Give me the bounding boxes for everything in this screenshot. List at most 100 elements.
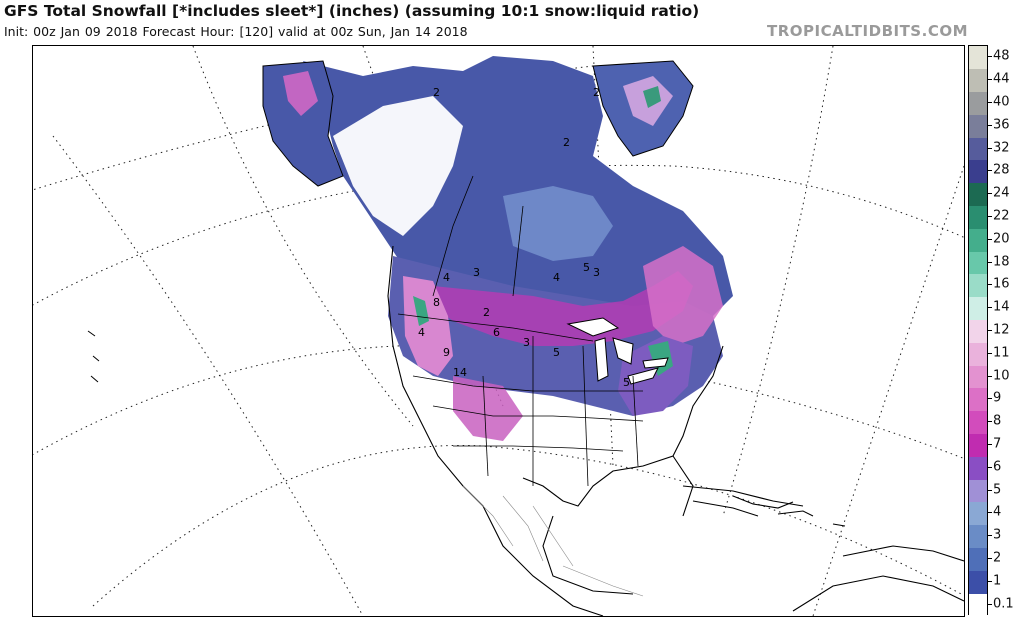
colorbar-tick bbox=[988, 330, 992, 331]
colorbar-tick bbox=[988, 535, 992, 537]
hudson-bay-light-snow bbox=[503, 186, 613, 261]
colorbar-segment bbox=[969, 365, 987, 389]
colorbar-tick bbox=[988, 216, 992, 217]
rockies-very-heavy-snow bbox=[413, 296, 429, 326]
alaska-moderate-snow bbox=[283, 71, 318, 116]
colorbar-segment bbox=[969, 160, 987, 184]
colorbar-label: 10 bbox=[993, 368, 1010, 384]
colorbar-segment bbox=[969, 274, 987, 298]
colorbar-segment bbox=[969, 479, 987, 503]
colorbar-tick bbox=[988, 558, 992, 559]
colorbar-tick bbox=[988, 79, 992, 81]
colorbar-label: 2 bbox=[993, 550, 1002, 566]
political-borders bbox=[397, 175, 644, 487]
colorbar-tick bbox=[988, 398, 992, 400]
colorbar-tick bbox=[988, 147, 992, 149]
colorbar-segment bbox=[969, 593, 987, 617]
colorbar-tick bbox=[988, 466, 992, 468]
colorbar-label: 22 bbox=[993, 208, 1010, 224]
colorbar-label: 12 bbox=[993, 322, 1010, 338]
colorbar-tick bbox=[988, 352, 992, 354]
colorbar-label: 4 bbox=[993, 504, 1002, 520]
colorbar-tick bbox=[988, 444, 992, 445]
northeast-snow bbox=[618, 336, 693, 416]
yukon-no-snow bbox=[333, 96, 463, 236]
colorbar-segment bbox=[969, 319, 987, 343]
colorbar-label: 6 bbox=[993, 459, 1002, 475]
contour-label: 4 bbox=[553, 271, 560, 284]
colorbar-tick bbox=[988, 603, 992, 605]
caribbean-islands bbox=[692, 500, 846, 527]
contour-label: 4 bbox=[418, 326, 425, 339]
colorbar-segment bbox=[969, 547, 987, 571]
colorbar-label: 44 bbox=[993, 71, 1010, 87]
colorado-heavy-snow bbox=[453, 376, 523, 441]
pacific-islands bbox=[87, 330, 100, 383]
colorbar-segment bbox=[969, 388, 987, 412]
contour-label: 3 bbox=[473, 266, 480, 279]
contour-label: 5 bbox=[583, 261, 590, 274]
colorbar-label: 28 bbox=[993, 162, 1010, 178]
colorbar-label: 18 bbox=[993, 254, 1010, 270]
colorbar-tick bbox=[988, 170, 992, 172]
contour-label: 5 bbox=[553, 346, 560, 359]
colorbar-tick bbox=[988, 124, 992, 126]
snowfall-map: 2 2 2 4 3 4 5 3 8 4 6 2 3 5 9 14 5 bbox=[32, 45, 965, 617]
contour-label: 5 bbox=[623, 376, 630, 389]
colorbar-label: 14 bbox=[993, 299, 1010, 315]
colorbar-tick bbox=[988, 261, 992, 263]
colorbar-label: 16 bbox=[993, 276, 1010, 292]
colorbar-label: 24 bbox=[993, 185, 1010, 201]
contour-label: 3 bbox=[593, 266, 600, 279]
colorbar-segment bbox=[969, 251, 987, 275]
alaska-landmass bbox=[262, 60, 344, 187]
colorbar-label: 7 bbox=[993, 436, 1002, 452]
colorbar-segment bbox=[969, 456, 987, 480]
colorbar-label: 11 bbox=[993, 345, 1010, 361]
map-title: GFS Total Snowfall [*includes sleet*] (i… bbox=[4, 2, 700, 20]
colorbar-tick bbox=[988, 238, 992, 240]
colorbar-tick bbox=[988, 375, 992, 377]
colorbar-tick bbox=[988, 307, 992, 309]
contour-label: 6 bbox=[493, 326, 500, 339]
site-credit: TROPICALTIDBITS.COM bbox=[767, 22, 968, 40]
coastlines bbox=[387, 245, 964, 616]
colorbar-segment bbox=[969, 524, 987, 549]
colorbar-segment bbox=[969, 342, 987, 366]
colorbar-segment bbox=[969, 228, 987, 252]
colorbar-segment bbox=[969, 570, 987, 594]
colorbar-tick bbox=[988, 102, 992, 103]
colorbar-segment bbox=[969, 205, 987, 229]
colorbar-tick bbox=[988, 580, 992, 582]
prairie-heavy-snow-band bbox=[433, 271, 693, 346]
great-lakes bbox=[566, 317, 669, 385]
colorbar-segment bbox=[969, 91, 987, 115]
colorbar-label: 5 bbox=[993, 482, 1002, 498]
colorbar-segment bbox=[969, 68, 987, 93]
colorbar-segment bbox=[969, 46, 987, 70]
contour-labels: 2 2 2 4 3 4 5 3 8 4 6 2 3 5 9 14 5 bbox=[418, 86, 630, 389]
colorbar-tick bbox=[988, 193, 992, 195]
colorbar-label: 40 bbox=[993, 94, 1010, 110]
colorbar-label: 32 bbox=[993, 140, 1010, 156]
mexico-borders bbox=[462, 485, 644, 597]
colorbar-segment bbox=[969, 410, 987, 435]
colorbar-label: 8 bbox=[993, 413, 1002, 429]
colorbar-label: 36 bbox=[993, 117, 1010, 133]
colorbar-label: 9 bbox=[993, 390, 1002, 406]
contour-label: 8 bbox=[433, 296, 440, 309]
contour-label: 4 bbox=[443, 271, 450, 284]
colorbar-segment bbox=[969, 502, 987, 526]
colorbar-segment bbox=[969, 114, 987, 138]
contour-label: 2 bbox=[433, 86, 440, 99]
contour-label: 3 bbox=[523, 336, 530, 349]
colorbar-tick bbox=[988, 512, 992, 514]
colorbar-segment bbox=[969, 182, 987, 207]
colorbar-tick bbox=[988, 284, 992, 286]
map-svg: 2 2 2 4 3 4 5 3 8 4 6 2 3 5 9 14 5 bbox=[33, 46, 964, 616]
colorbar-tick bbox=[988, 489, 992, 491]
colorbar-segment bbox=[969, 433, 987, 457]
contour-label: 14 bbox=[453, 366, 467, 379]
snowfall-colorbar bbox=[968, 45, 988, 617]
map-subtitle: Init: 00z Jan 09 2018 Forecast Hour: [12… bbox=[4, 24, 468, 39]
